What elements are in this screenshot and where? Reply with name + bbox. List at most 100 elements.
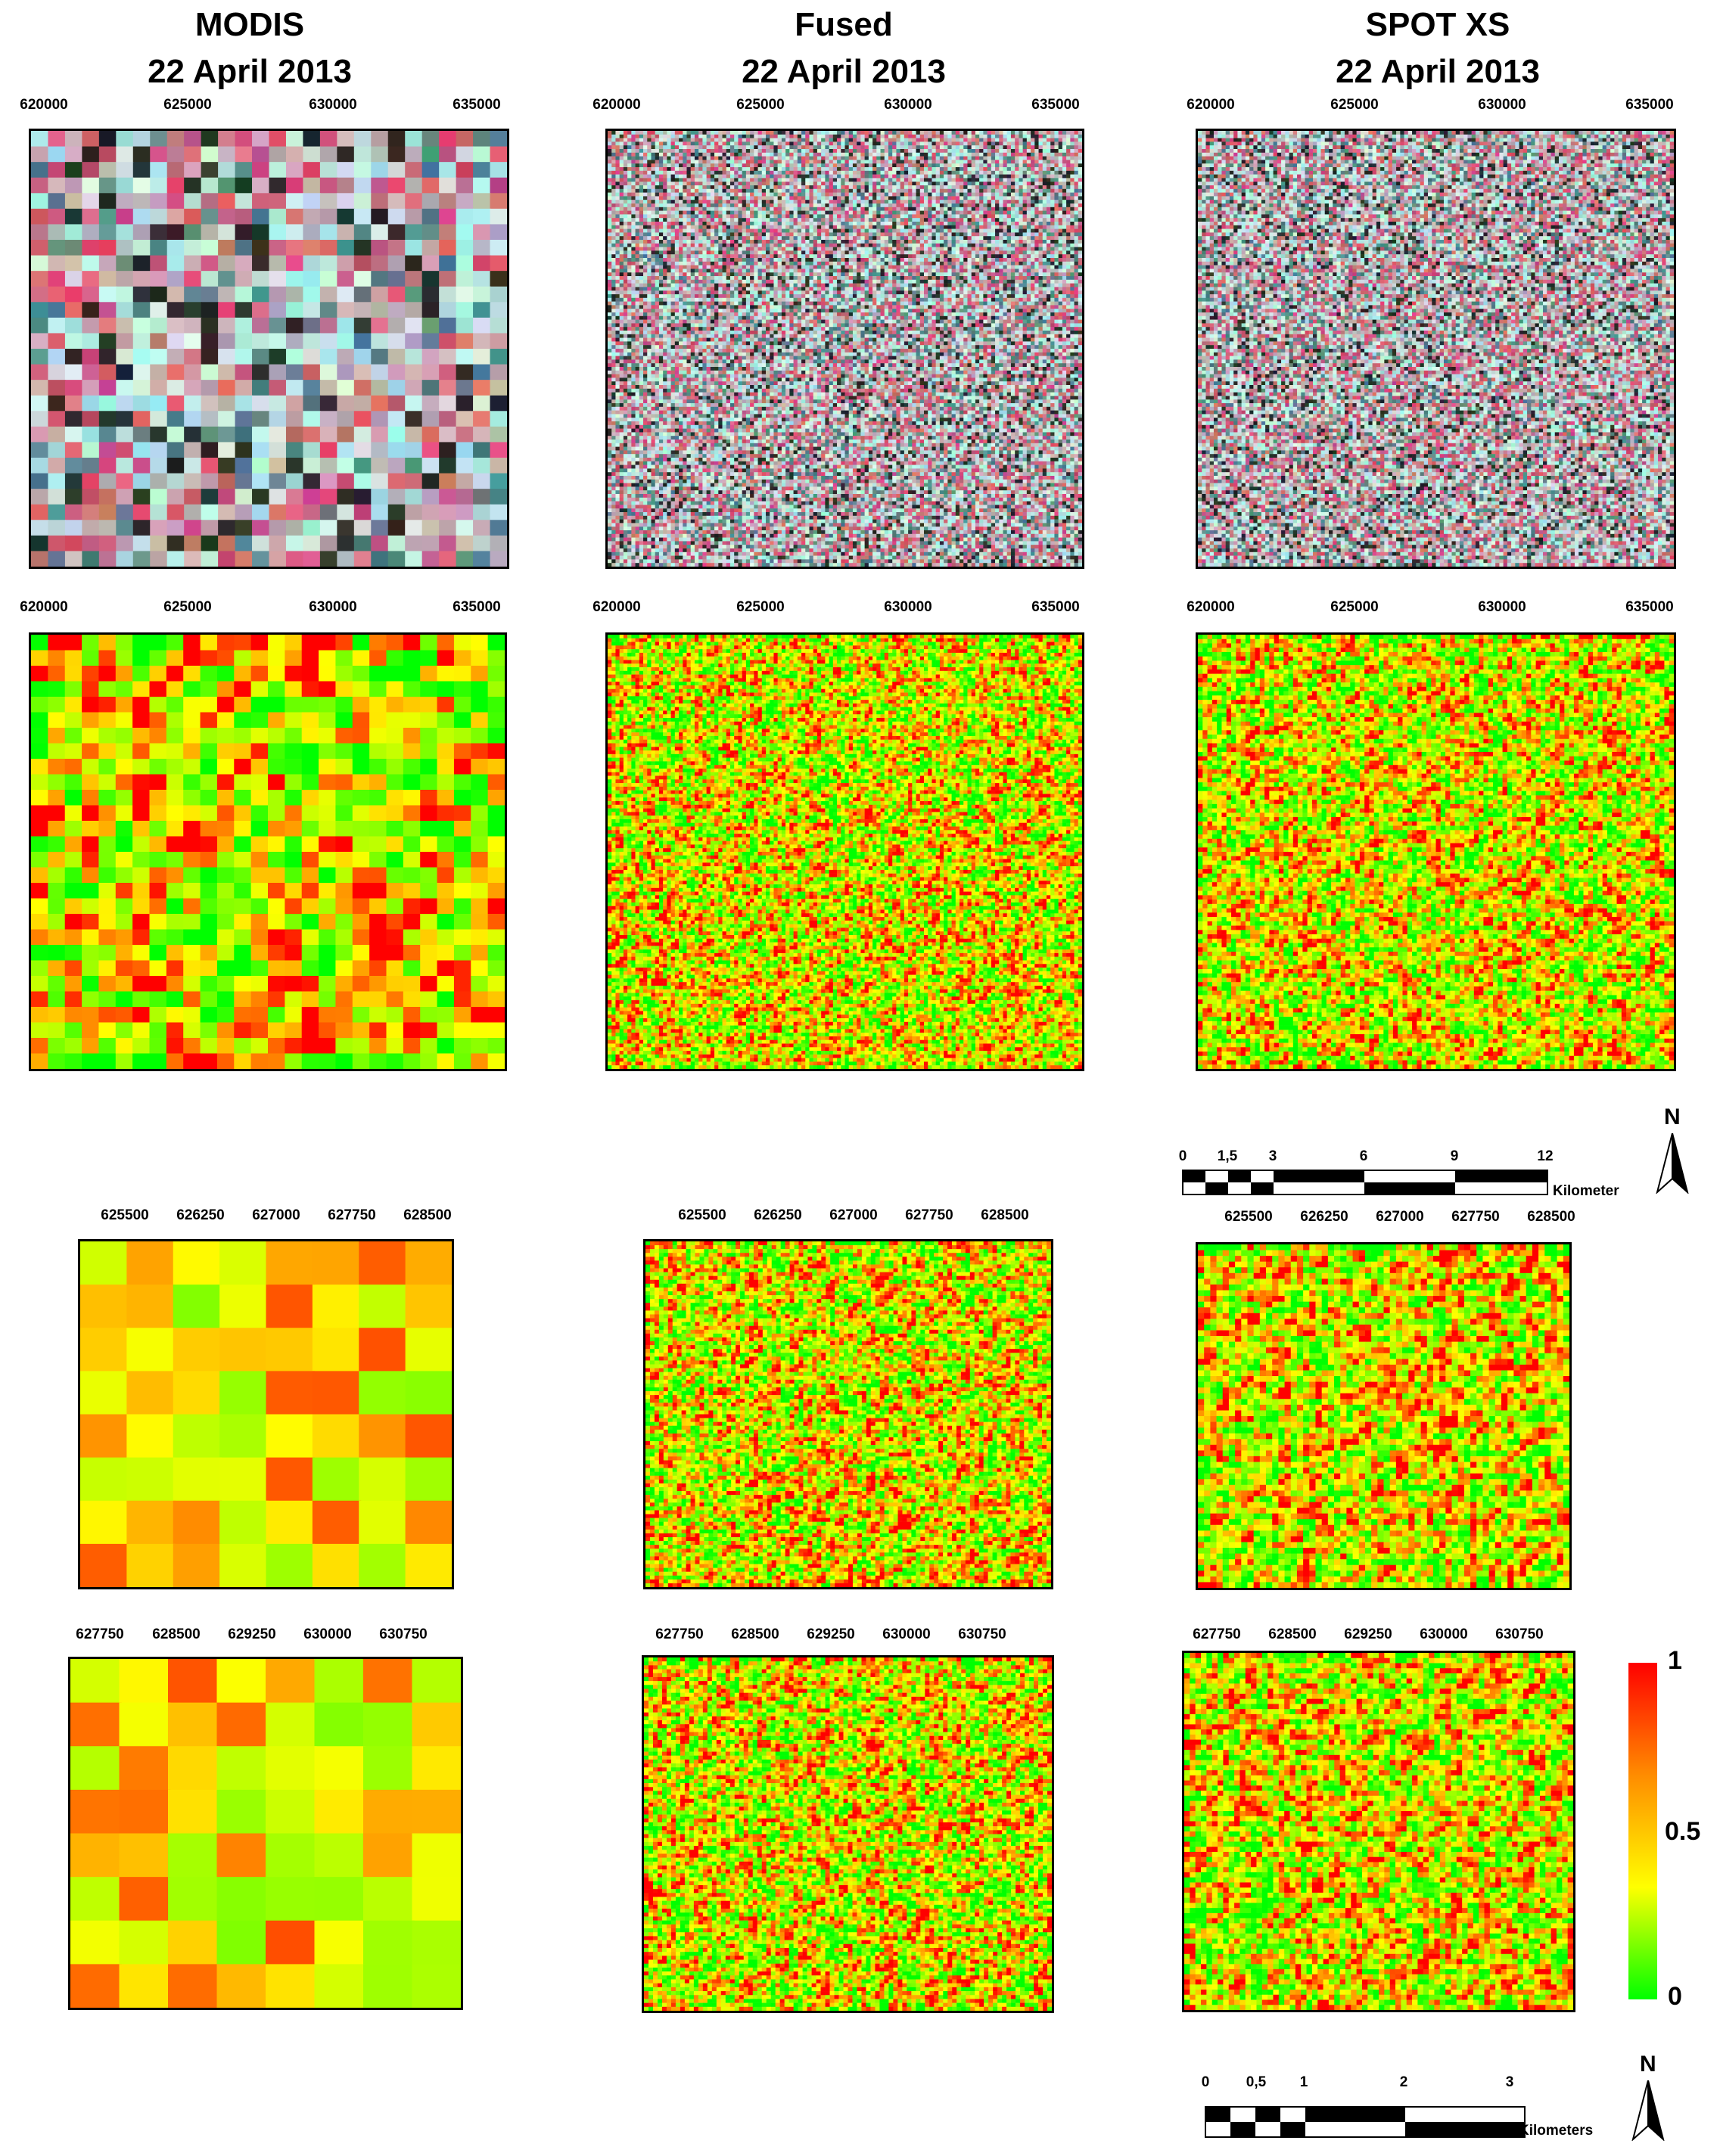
tick-label: 627750 xyxy=(1193,1626,1240,1643)
map-fused-index xyxy=(605,632,1084,1071)
tick-label: 627000 xyxy=(829,1207,877,1224)
map-raster xyxy=(1198,131,1674,567)
tick-label: 626250 xyxy=(754,1207,801,1224)
tick-label: 630750 xyxy=(958,1626,1006,1643)
map-modis-index-zoom-a xyxy=(78,1239,454,1589)
tick-label: 628500 xyxy=(981,1207,1028,1224)
tick-label: 626250 xyxy=(1300,1209,1348,1226)
scalebar-small: 0 0,5 1 2 3 Kilometers xyxy=(1192,2074,1616,2135)
tick-label: 630000 xyxy=(309,97,356,113)
map-spot-false-color xyxy=(1196,129,1676,569)
tick-label: 620000 xyxy=(20,599,67,616)
map-spot-index xyxy=(1196,632,1676,1071)
tick-label: 627750 xyxy=(905,1207,953,1224)
scale-bar-graphic xyxy=(1182,1170,1548,1195)
tick-label: 629250 xyxy=(1344,1626,1392,1643)
tick-label: 629250 xyxy=(807,1626,854,1643)
map-raster xyxy=(644,1657,1052,2011)
tick-label: 620000 xyxy=(593,599,640,616)
tick-label: 635000 xyxy=(1625,97,1673,113)
tick-label: 625500 xyxy=(678,1207,726,1224)
map-spot-index-zoom-a xyxy=(1196,1242,1572,1590)
map-raster xyxy=(31,635,505,1069)
map-fused-false-color xyxy=(605,129,1084,569)
map-spot-index-zoom-b xyxy=(1182,1651,1575,2012)
tick-label: 627000 xyxy=(1376,1209,1423,1226)
map-raster xyxy=(1198,635,1674,1069)
legend-min-label: 0 xyxy=(1668,1982,1682,2012)
map-raster xyxy=(608,635,1082,1069)
title-fused-name: Fused xyxy=(692,2,995,48)
map-raster xyxy=(1198,1244,1569,1588)
legend-mid-label: 0.5 xyxy=(1665,1817,1700,1847)
north-arrow-small: N xyxy=(1625,2052,1671,2142)
map-modis-false-color xyxy=(29,129,509,569)
tick-label: 628500 xyxy=(403,1207,451,1224)
tick-label: 630000 xyxy=(309,599,356,616)
tick-label: 630000 xyxy=(882,1626,930,1643)
scale-label: 1,5 xyxy=(1218,1148,1237,1165)
tick-label: 630000 xyxy=(1478,97,1526,113)
scale-label: 3 xyxy=(1269,1148,1277,1165)
scale-label: 9 xyxy=(1451,1148,1459,1165)
scale-label: 3 xyxy=(1506,2074,1514,2091)
north-label: N xyxy=(1640,2052,1656,2077)
map-fused-index-zoom-a xyxy=(643,1239,1053,1589)
tick-label: 627750 xyxy=(76,1626,123,1643)
title-fused: Fused 22 April 2013 xyxy=(692,2,995,95)
map-raster xyxy=(70,1659,461,2008)
tick-label: 627750 xyxy=(328,1207,375,1224)
tick-label: 620000 xyxy=(593,97,640,113)
tick-label: 625000 xyxy=(736,97,784,113)
tick-label: 627000 xyxy=(252,1207,300,1224)
tick-label: 630750 xyxy=(1495,1626,1543,1643)
scalebar-large: 0 1,5 3 6 9 12 Kilometer xyxy=(1165,1148,1650,1201)
tick-label: 635000 xyxy=(453,599,500,616)
scale-label: 1 xyxy=(1300,2074,1308,2091)
map-raster xyxy=(645,1241,1051,1587)
legend-max-label: 1 xyxy=(1668,1646,1682,1676)
north-label: N xyxy=(1664,1104,1681,1130)
title-fused-date: 22 April 2013 xyxy=(692,48,995,95)
tick-label: 627750 xyxy=(655,1626,703,1643)
tick-label: 625500 xyxy=(1224,1209,1272,1226)
title-spot-date: 22 April 2013 xyxy=(1286,48,1589,95)
north-arrow-icon xyxy=(1630,2080,1666,2141)
scale-unit: Kilometers xyxy=(1519,2123,1593,2139)
map-fused-index-zoom-b xyxy=(642,1655,1054,2013)
tick-label: 625000 xyxy=(736,599,784,616)
map-modis-index-zoom-b xyxy=(68,1657,463,2010)
title-modis-name: MODIS xyxy=(98,2,401,48)
tick-label: 629250 xyxy=(228,1626,275,1643)
map-raster xyxy=(31,131,507,567)
tick-label: 635000 xyxy=(1031,97,1079,113)
tick-label: 625000 xyxy=(1330,599,1378,616)
tick-label: 630000 xyxy=(884,97,932,113)
scale-label: 2 xyxy=(1400,2074,1408,2091)
tick-label: 625000 xyxy=(1330,97,1378,113)
scale-unit: Kilometer xyxy=(1553,1183,1619,1200)
title-modis: MODIS 22 April 2013 xyxy=(98,2,401,95)
tick-label: 635000 xyxy=(1031,599,1079,616)
tick-label: 628500 xyxy=(1527,1209,1575,1226)
map-raster xyxy=(80,1241,452,1587)
tick-label: 635000 xyxy=(453,97,500,113)
tick-label: 627750 xyxy=(1451,1209,1499,1226)
map-raster xyxy=(608,131,1082,567)
scale-label: 6 xyxy=(1360,1148,1368,1165)
tick-label: 620000 xyxy=(20,97,67,113)
tick-label: 630000 xyxy=(1478,599,1526,616)
tick-label: 630000 xyxy=(884,599,932,616)
tick-label: 625000 xyxy=(163,599,211,616)
north-arrow-large: N xyxy=(1650,1104,1695,1195)
tick-label: 620000 xyxy=(1187,97,1234,113)
scale-label: 0 xyxy=(1202,2074,1210,2091)
tick-label: 625500 xyxy=(101,1207,148,1224)
tick-label: 635000 xyxy=(1625,599,1673,616)
tick-label: 628500 xyxy=(1268,1626,1316,1643)
legend-colorbar xyxy=(1628,1663,1657,1999)
tick-label: 630000 xyxy=(1420,1626,1467,1643)
title-spot: SPOT XS 22 April 2013 xyxy=(1286,2,1589,95)
tick-label: 630750 xyxy=(379,1626,427,1643)
tick-label: 628500 xyxy=(152,1626,200,1643)
